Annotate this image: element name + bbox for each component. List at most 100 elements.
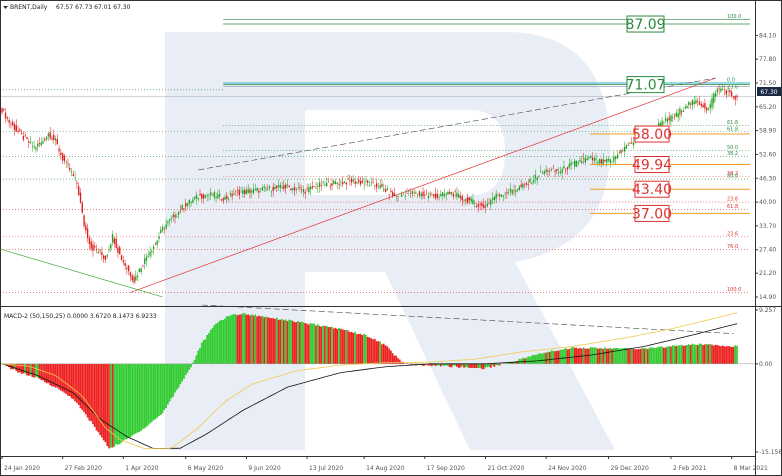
macd-bar [172, 363, 175, 397]
candle-body [277, 185, 280, 187]
macd-bar [436, 363, 439, 366]
macd-bar [236, 315, 239, 364]
candle-body [663, 122, 665, 124]
candle-body [525, 183, 528, 185]
candle-body [504, 193, 506, 195]
macd-bar [707, 344, 710, 364]
macd-bar [488, 363, 490, 367]
macd-bar [495, 363, 497, 366]
candle-body [408, 190, 410, 192]
candle-body [61, 153, 64, 161]
candle-body [235, 191, 237, 193]
macd-bar [384, 345, 387, 364]
candle-body [566, 167, 569, 170]
candle-body [588, 156, 590, 158]
brand-watermark-icon [165, 32, 615, 450]
candle-body [433, 194, 435, 196]
macd-bar [31, 363, 34, 377]
candle-body [206, 195, 208, 197]
dropdown-triangle-icon[interactable] [3, 6, 8, 9]
macd-bar [84, 363, 87, 415]
macd-bar [293, 322, 296, 364]
candle-body [177, 211, 180, 215]
candle-body [502, 195, 504, 197]
macd-bar [265, 316, 267, 364]
candle-body [541, 173, 544, 174]
candle-body [126, 267, 128, 270]
candle-body [151, 250, 153, 253]
candle-body [456, 192, 458, 197]
candle-body [604, 159, 606, 162]
candle-body [506, 192, 508, 194]
time-tick-label: 27 Feb 2020 [65, 465, 103, 472]
macd-bar [175, 363, 178, 390]
macd-bar [561, 349, 563, 364]
macd-bar [534, 354, 537, 364]
macd-bar [365, 334, 367, 364]
candle-body [584, 158, 587, 163]
candle-body [122, 260, 124, 263]
macd-bar [705, 343, 708, 364]
candle-body [698, 101, 701, 105]
candle-body [393, 193, 396, 196]
macd-bar [79, 363, 82, 409]
macd-bar [406, 363, 408, 364]
candle-body [201, 194, 203, 199]
macd-bar [584, 348, 587, 364]
candle-body [104, 256, 107, 260]
macd-bar [356, 334, 358, 364]
candle-body [409, 193, 412, 194]
candle-body [210, 192, 212, 195]
time-tick-label: 14 Aug 2020 [366, 465, 405, 472]
macd-bar [566, 349, 569, 364]
macd-bar [83, 363, 85, 413]
macd-bar [208, 333, 210, 364]
macd-bar [650, 347, 653, 364]
candle-body [475, 205, 478, 207]
macd-bar [279, 319, 282, 364]
candle-body [197, 198, 199, 200]
candle-body [342, 182, 344, 185]
macd-main-line [1, 312, 738, 450]
macd-bar [573, 347, 576, 364]
macd-bar [480, 363, 483, 369]
candle-body [117, 247, 119, 253]
fib-right-label: 61.8 [727, 120, 738, 126]
macd-bar [68, 363, 71, 397]
candle-body [58, 148, 60, 152]
macd-bar [382, 343, 385, 364]
candle-body [716, 88, 719, 93]
candle-body [267, 188, 269, 190]
fib-right-label: 23.6 [727, 84, 738, 90]
macd-bar [154, 363, 157, 420]
candle-body [83, 215, 85, 227]
candle-body [450, 191, 453, 194]
time-tick-label: 24 Jan 2020 [4, 465, 40, 472]
macd-bar [245, 314, 248, 364]
candle-body [427, 195, 430, 198]
candle-body [411, 190, 413, 194]
candle-body [397, 196, 399, 198]
macd-bar [316, 324, 319, 364]
macd-bar [379, 341, 382, 364]
candle-body [392, 192, 394, 197]
candle-body [218, 193, 221, 197]
candle-body [538, 175, 540, 177]
candle-body [447, 191, 449, 195]
candle-body [13, 124, 16, 131]
macd-tick-label: 9.257 [759, 307, 776, 314]
candle-body [119, 247, 121, 255]
candle-body [577, 162, 579, 164]
candle-body [559, 171, 562, 173]
macd-bar [277, 319, 280, 364]
macd-bar [439, 363, 442, 367]
candlestick-series [1, 83, 738, 285]
candle-body [254, 188, 256, 190]
macd-bar [109, 363, 112, 448]
candle-body [732, 96, 735, 98]
macd-bar [334, 327, 337, 364]
candle-body [85, 225, 87, 231]
candle-body [666, 119, 669, 122]
macd-bar [193, 359, 196, 364]
